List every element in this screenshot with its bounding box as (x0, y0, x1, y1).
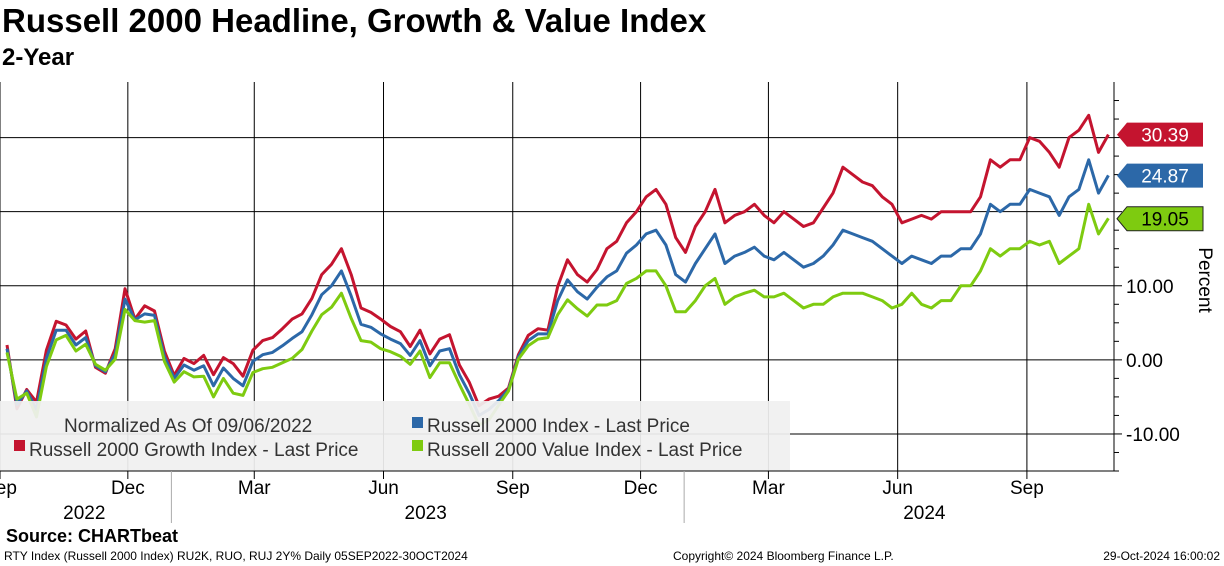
chart-subtitle: 2-Year (2, 44, 75, 71)
x-tick-label: Mar (238, 478, 271, 499)
axes: -10.00 0.00 10.00 Sep Dec Mar Jun Sep Dec Mar Jun S… (0, 82, 1180, 524)
y-tick-label: 10.00 (1126, 277, 1174, 298)
x-tick-label: Sep (1010, 478, 1044, 499)
x-tick-label: Jun (368, 478, 399, 499)
x-tick-label: Dec (624, 478, 658, 499)
series-line-1 (5, 158, 1110, 417)
y-tick-label: 0.00 (1126, 351, 1163, 372)
x-tick-label: Jun (882, 478, 913, 499)
footer-ticker-info: RTY Index (Russell 2000 Index) RU2K, RUO… (4, 549, 468, 563)
y-axis-label: Percent (1194, 247, 1215, 313)
series-line-2 (5, 202, 1110, 427)
x-tick-label: Sep (0, 478, 17, 499)
year-label: 2022 (63, 503, 105, 524)
last-value-label-1: 24.87 (1141, 167, 1189, 188)
legend-label-value: Russell 2000 Value Index - Last Price (427, 440, 742, 461)
legend-label-growth: Russell 2000 Growth Index - Last Price (29, 440, 359, 461)
year-label: 2023 (405, 503, 447, 524)
series-lines (5, 113, 1110, 427)
source-note: Source: CHARTbeat (6, 526, 179, 546)
series-line-0 (5, 113, 1110, 411)
last-value-tag-2 (1116, 206, 1204, 232)
legend-swatch-value (412, 440, 423, 451)
year-label: 2024 (903, 503, 946, 524)
x-tick-label: Mar (752, 478, 785, 499)
legend: Normalized As Of 09/06/2022 Russell 2000… (0, 401, 790, 471)
last-value-tag-1 (1117, 163, 1203, 188)
x-tick-label: Dec (111, 478, 145, 499)
last-value-callouts: 30.39 24.87 19.05 (1116, 122, 1204, 232)
footer-timestamp: 29-Oct-2024 16:00:02 (1103, 549, 1220, 563)
legend-swatch-russell2000 (412, 417, 423, 428)
last-value-label-0: 30.39 (1141, 126, 1189, 147)
chart-title: Russell 2000 Headline, Growth & Value In… (2, 2, 707, 39)
last-value-tag-0 (1117, 122, 1203, 147)
legend-box (0, 401, 790, 471)
y-tick-label: -10.00 (1126, 425, 1180, 446)
legend-swatch-growth (14, 440, 25, 451)
last-value-label-2: 19.05 (1141, 210, 1189, 231)
footer-copyright: Copyright© 2024 Bloomberg Finance L.P. (673, 549, 894, 563)
legend-title: Normalized As Of 09/06/2022 (64, 416, 312, 437)
legend-label-russell2000: Russell 2000 Index - Last Price (427, 416, 690, 437)
x-tick-label: Sep (496, 478, 530, 499)
